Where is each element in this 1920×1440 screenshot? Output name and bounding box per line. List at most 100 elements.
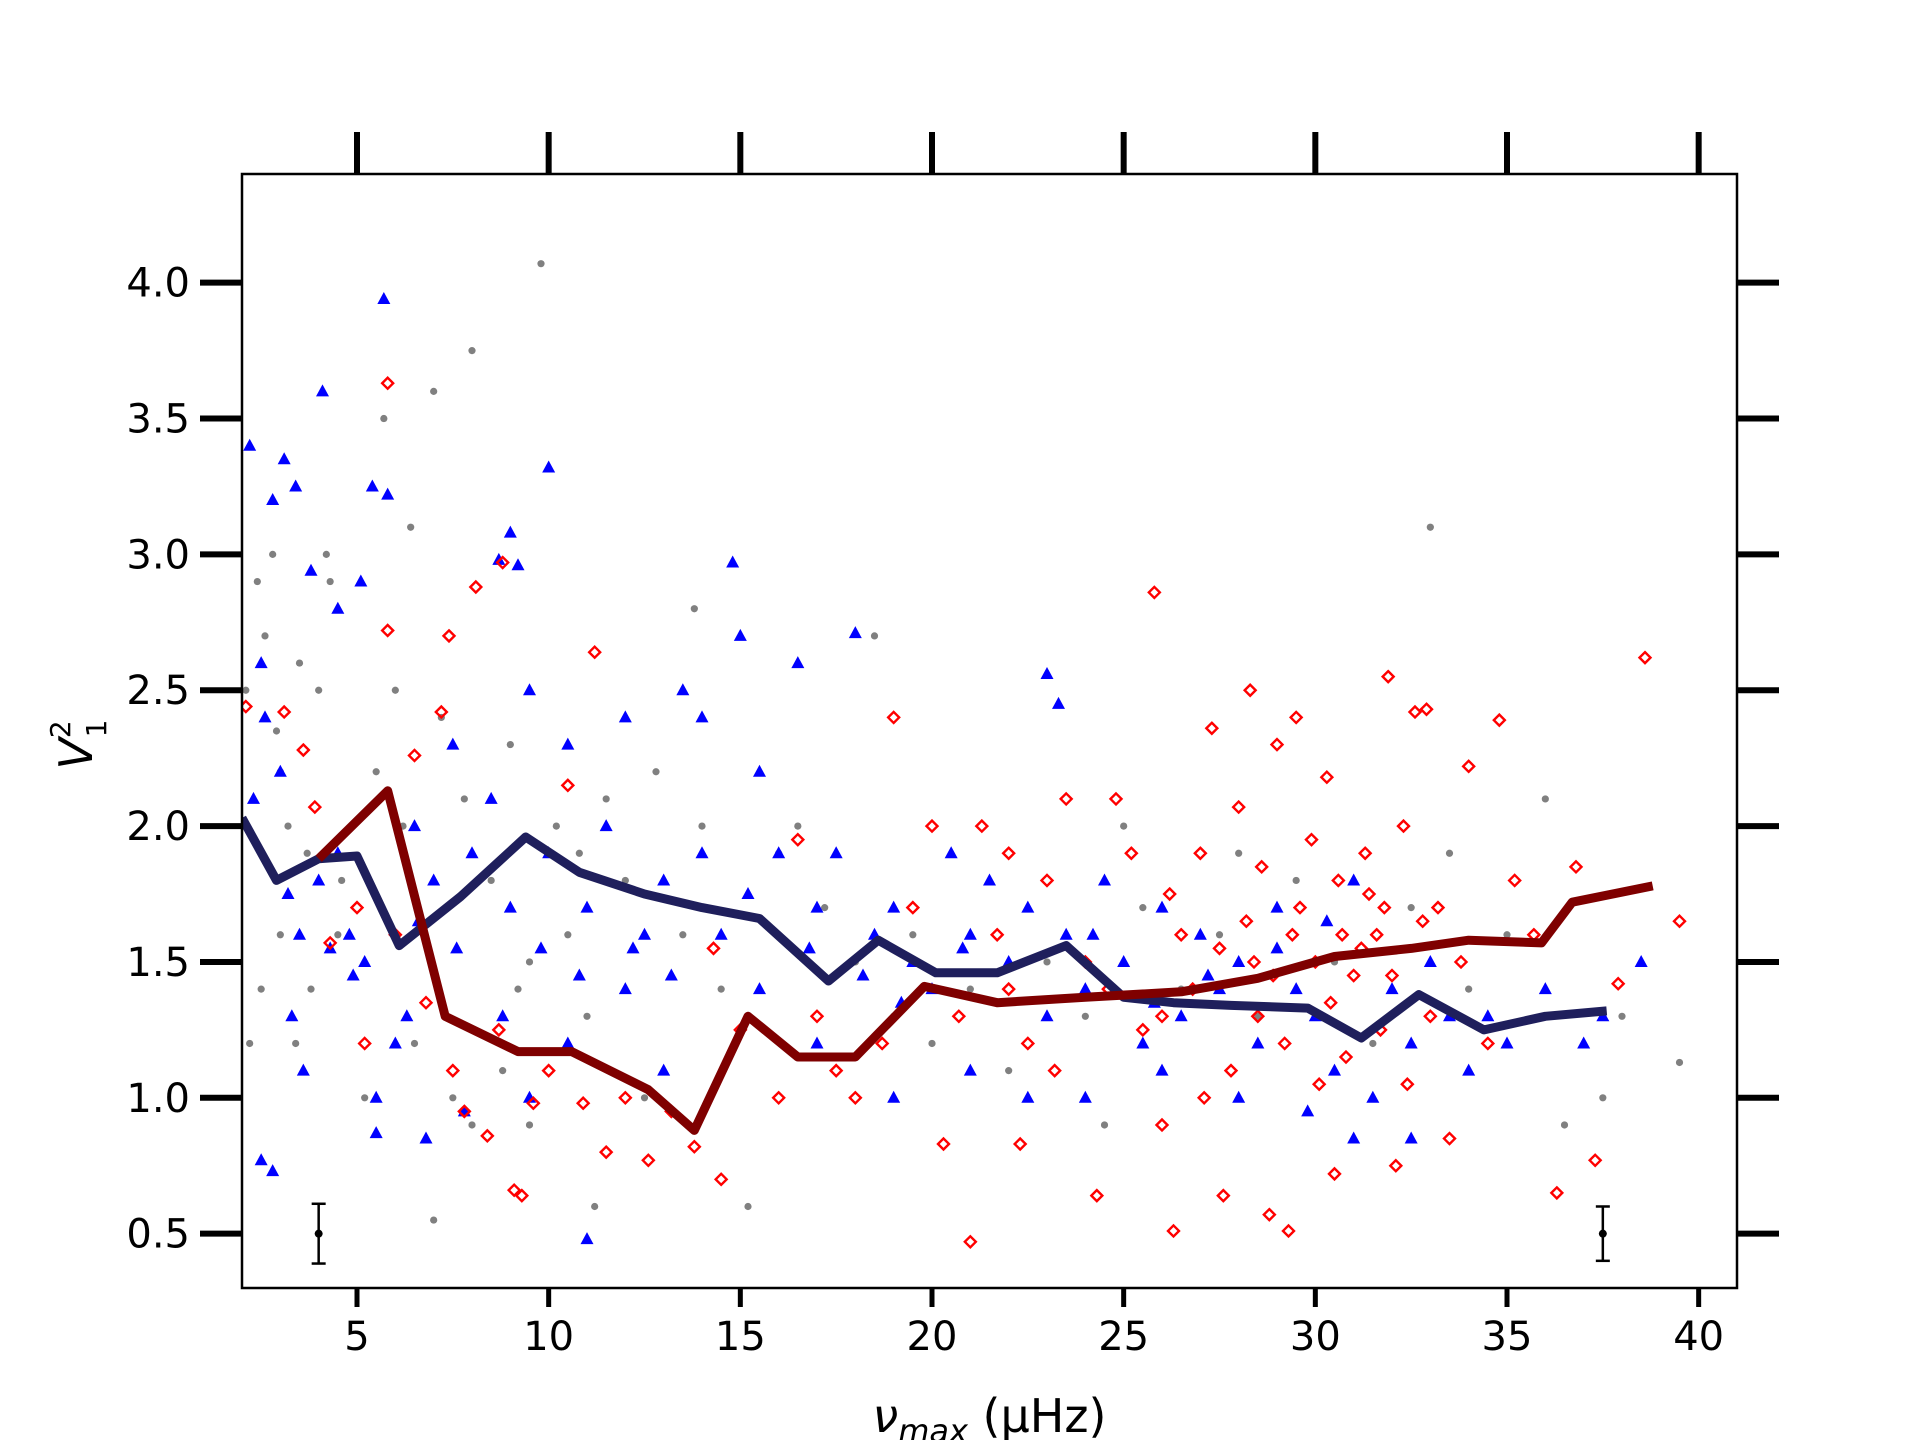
series-2-diamond-point-55 <box>1089 1188 1105 1203</box>
series-0-dot-point-6 <box>295 659 304 667</box>
series-1-triangle-point-76 <box>1232 954 1246 967</box>
series-1-triangle-point-49 <box>733 628 747 641</box>
series-0-dot-point-76 <box>430 1216 438 1224</box>
series-2-diamond-point-65 <box>1231 799 1246 815</box>
series-2-diamond-point-81 <box>1407 704 1423 720</box>
series-2-diamond-point-127 <box>1246 954 1262 970</box>
series-1-triangle-point-129 <box>534 941 548 954</box>
series-2-diamond-point-1 <box>276 704 292 720</box>
series-1-triangle-point-135 <box>281 887 295 900</box>
series-1-triangle-point-127 <box>626 941 640 954</box>
series-2-diamond-point-107 <box>1277 1036 1292 1051</box>
series-1-triangle-point-42 <box>618 710 632 723</box>
series-1-triangle-point-30 <box>400 1009 414 1022</box>
series-1-triangle-point-62 <box>983 873 996 886</box>
series-1-triangle-point-39 <box>561 737 575 750</box>
series-0-dot-point-8 <box>315 686 323 694</box>
series-2-diamond-point-121 <box>1327 1166 1342 1182</box>
series-1-triangle-point-51 <box>772 846 786 859</box>
series-3-trend-line <box>242 815 1608 1043</box>
series-2-diamond-point-56 <box>1108 791 1124 807</box>
series-2-diamond-point-63 <box>1204 721 1220 736</box>
series-1-triangle-point-34 <box>465 846 479 859</box>
series-2-diamond-point-38 <box>828 1063 844 1078</box>
series-1-triangle-point-52 <box>791 656 805 669</box>
series-2-diamond-point-32 <box>706 941 721 956</box>
x-axis-title-sub: max <box>898 1412 969 1440</box>
series-0-dot-point-80 <box>909 931 917 939</box>
series-1-triangle-point-48 <box>726 555 740 568</box>
series-2-diamond-point-10 <box>434 704 449 720</box>
series-1-triangle-point-2 <box>266 493 280 506</box>
series-2-diamond-point-68 <box>1262 1207 1277 1222</box>
series-0-dot-point-36 <box>499 1067 507 1075</box>
series-2-diamond-point-31 <box>687 1139 702 1154</box>
x-axis-title-main: ν <box>873 1389 899 1440</box>
series-2-diamond-point-58 <box>1147 585 1162 600</box>
series-1-triangle-point-16 <box>247 791 260 804</box>
series-0-dot-point-46 <box>744 1202 752 1211</box>
series-0-dot-point-42 <box>652 768 660 776</box>
y-tick-label-7: 4.0 <box>126 261 190 307</box>
series-2-diamond-point-25 <box>587 645 602 660</box>
series-0-dot-point-11 <box>246 1039 254 1048</box>
series-0-dot-point-53 <box>928 1039 936 1048</box>
series-0-dot-point-70 <box>1541 795 1549 803</box>
x-tick-label-4: 25 <box>1098 1314 1149 1360</box>
series-2-diamond-point-59 <box>1154 1009 1170 1024</box>
series-1-triangle-point-23 <box>266 1164 280 1177</box>
series-2-diamond-point-75 <box>1346 968 1361 983</box>
series-2-diamond-point-103 <box>1323 995 1338 1010</box>
series-0-dot-point-45 <box>717 985 725 993</box>
y-tick-label-0: 0.5 <box>126 1212 190 1258</box>
series-2-diamond-point-119 <box>1196 1090 1212 1106</box>
series-1-triangle-point-15 <box>542 460 556 473</box>
series-1-triangle-point-72 <box>1155 900 1169 913</box>
series-0-dot-point-48 <box>794 822 802 830</box>
series-2-diamond-point-115 <box>1361 886 1377 902</box>
series-2-diamond-point-6 <box>357 1036 372 1051</box>
series-2-diamond-point-19 <box>491 1022 507 1038</box>
series-1-triangle-point-118 <box>1086 927 1100 940</box>
series-2-diamond-point-105 <box>1384 968 1400 983</box>
series-2-diamond-point-48 <box>989 927 1005 942</box>
series-0-dot-point-57 <box>1081 1012 1089 1020</box>
series-1-triangle-point-103 <box>753 982 766 995</box>
y-axis-title: V2 1 <box>44 720 113 770</box>
series-0-dot-point-18 <box>380 414 388 423</box>
series-1-triangle-point-130 <box>496 1009 510 1022</box>
series-2-diamond-point-15 <box>418 995 434 1010</box>
series-2-diamond-point-79 <box>1388 1158 1404 1173</box>
series-2-diamond-point-5 <box>349 900 365 915</box>
series-1-triangle-point-88 <box>1462 1063 1476 1076</box>
series-0-dot-point-35 <box>468 1121 476 1129</box>
series-1-triangle-point-68 <box>1078 982 1092 995</box>
series-2-diamond-point-92 <box>1568 859 1584 875</box>
x-tick-label-1: 10 <box>523 1314 574 1360</box>
series-1-triangle-point-116 <box>1201 968 1215 981</box>
series-0-dot-point-83 <box>1445 849 1454 857</box>
series-1-triangle-point-92 <box>1577 1036 1591 1049</box>
series-0-dot-point-1 <box>253 577 261 586</box>
series-1-triangle-point-67 <box>1059 927 1073 940</box>
series-2-diamond-point-125 <box>1334 927 1350 942</box>
series-1-triangle-point-109 <box>1155 1063 1169 1076</box>
series-2-diamond-point-2 <box>296 742 311 758</box>
series-1-triangle-point-120 <box>956 941 970 954</box>
series-2-diamond-point-122 <box>1400 1077 1415 1092</box>
series-1-triangle-point-126 <box>664 968 678 981</box>
series-2-diamond-point-84 <box>1442 1131 1457 1146</box>
series-1-triangle-point-115 <box>1270 941 1284 954</box>
series-2-diamond-point-95 <box>1637 650 1653 665</box>
series-2-diamond-point-20 <box>506 1182 522 1198</box>
series-2-diamond-point-36 <box>790 832 806 847</box>
series-1-triangle-point-124 <box>741 887 755 900</box>
series-0-dot-point-3 <box>269 550 277 558</box>
series-1-triangle-point-99 <box>419 1131 433 1144</box>
series-2-diamond-point-94 <box>1610 976 1626 991</box>
series-0-dot-point-58 <box>1100 1121 1109 1129</box>
series-2-diamond-point-4 <box>322 935 338 951</box>
series-0-dot-point-71 <box>1560 1121 1569 1129</box>
series-2-diamond-point-83 <box>1430 900 1446 915</box>
series-1-triangle-point-22 <box>254 1153 268 1166</box>
